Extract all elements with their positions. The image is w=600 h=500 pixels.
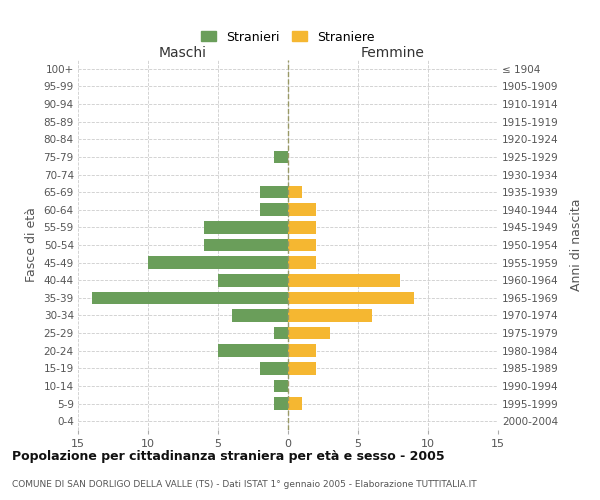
Bar [218,274,288,286]
Text: Femmine: Femmine [361,46,425,60]
Bar [260,204,288,216]
Bar [288,186,302,198]
Bar [260,362,288,374]
Bar [288,221,316,234]
Text: Popolazione per cittadinanza straniera per età e sesso - 2005: Popolazione per cittadinanza straniera p… [12,450,445,463]
Bar [148,256,288,269]
Bar [288,274,400,286]
Bar [274,397,288,410]
Bar [288,309,372,322]
Y-axis label: Fasce di età: Fasce di età [25,208,38,282]
Bar [288,204,316,216]
Bar [288,362,316,374]
Bar [274,327,288,340]
Bar [92,292,288,304]
Text: COMUNE DI SAN DORLIGO DELLA VALLE (TS) - Dati ISTAT 1° gennaio 2005 - Elaborazio: COMUNE DI SAN DORLIGO DELLA VALLE (TS) -… [12,480,476,489]
Legend: Stranieri, Straniere: Stranieri, Straniere [196,26,380,48]
Bar [260,186,288,198]
Y-axis label: Anni di nascita: Anni di nascita [570,198,583,291]
Text: Maschi: Maschi [159,46,207,60]
Bar [288,344,316,357]
Bar [204,221,288,234]
Bar [288,256,316,269]
Bar [274,380,288,392]
Bar [204,238,288,252]
Bar [288,397,302,410]
Bar [288,238,316,252]
Bar [232,309,288,322]
Bar [274,150,288,163]
Bar [218,344,288,357]
Bar [288,327,330,340]
Bar [288,292,414,304]
